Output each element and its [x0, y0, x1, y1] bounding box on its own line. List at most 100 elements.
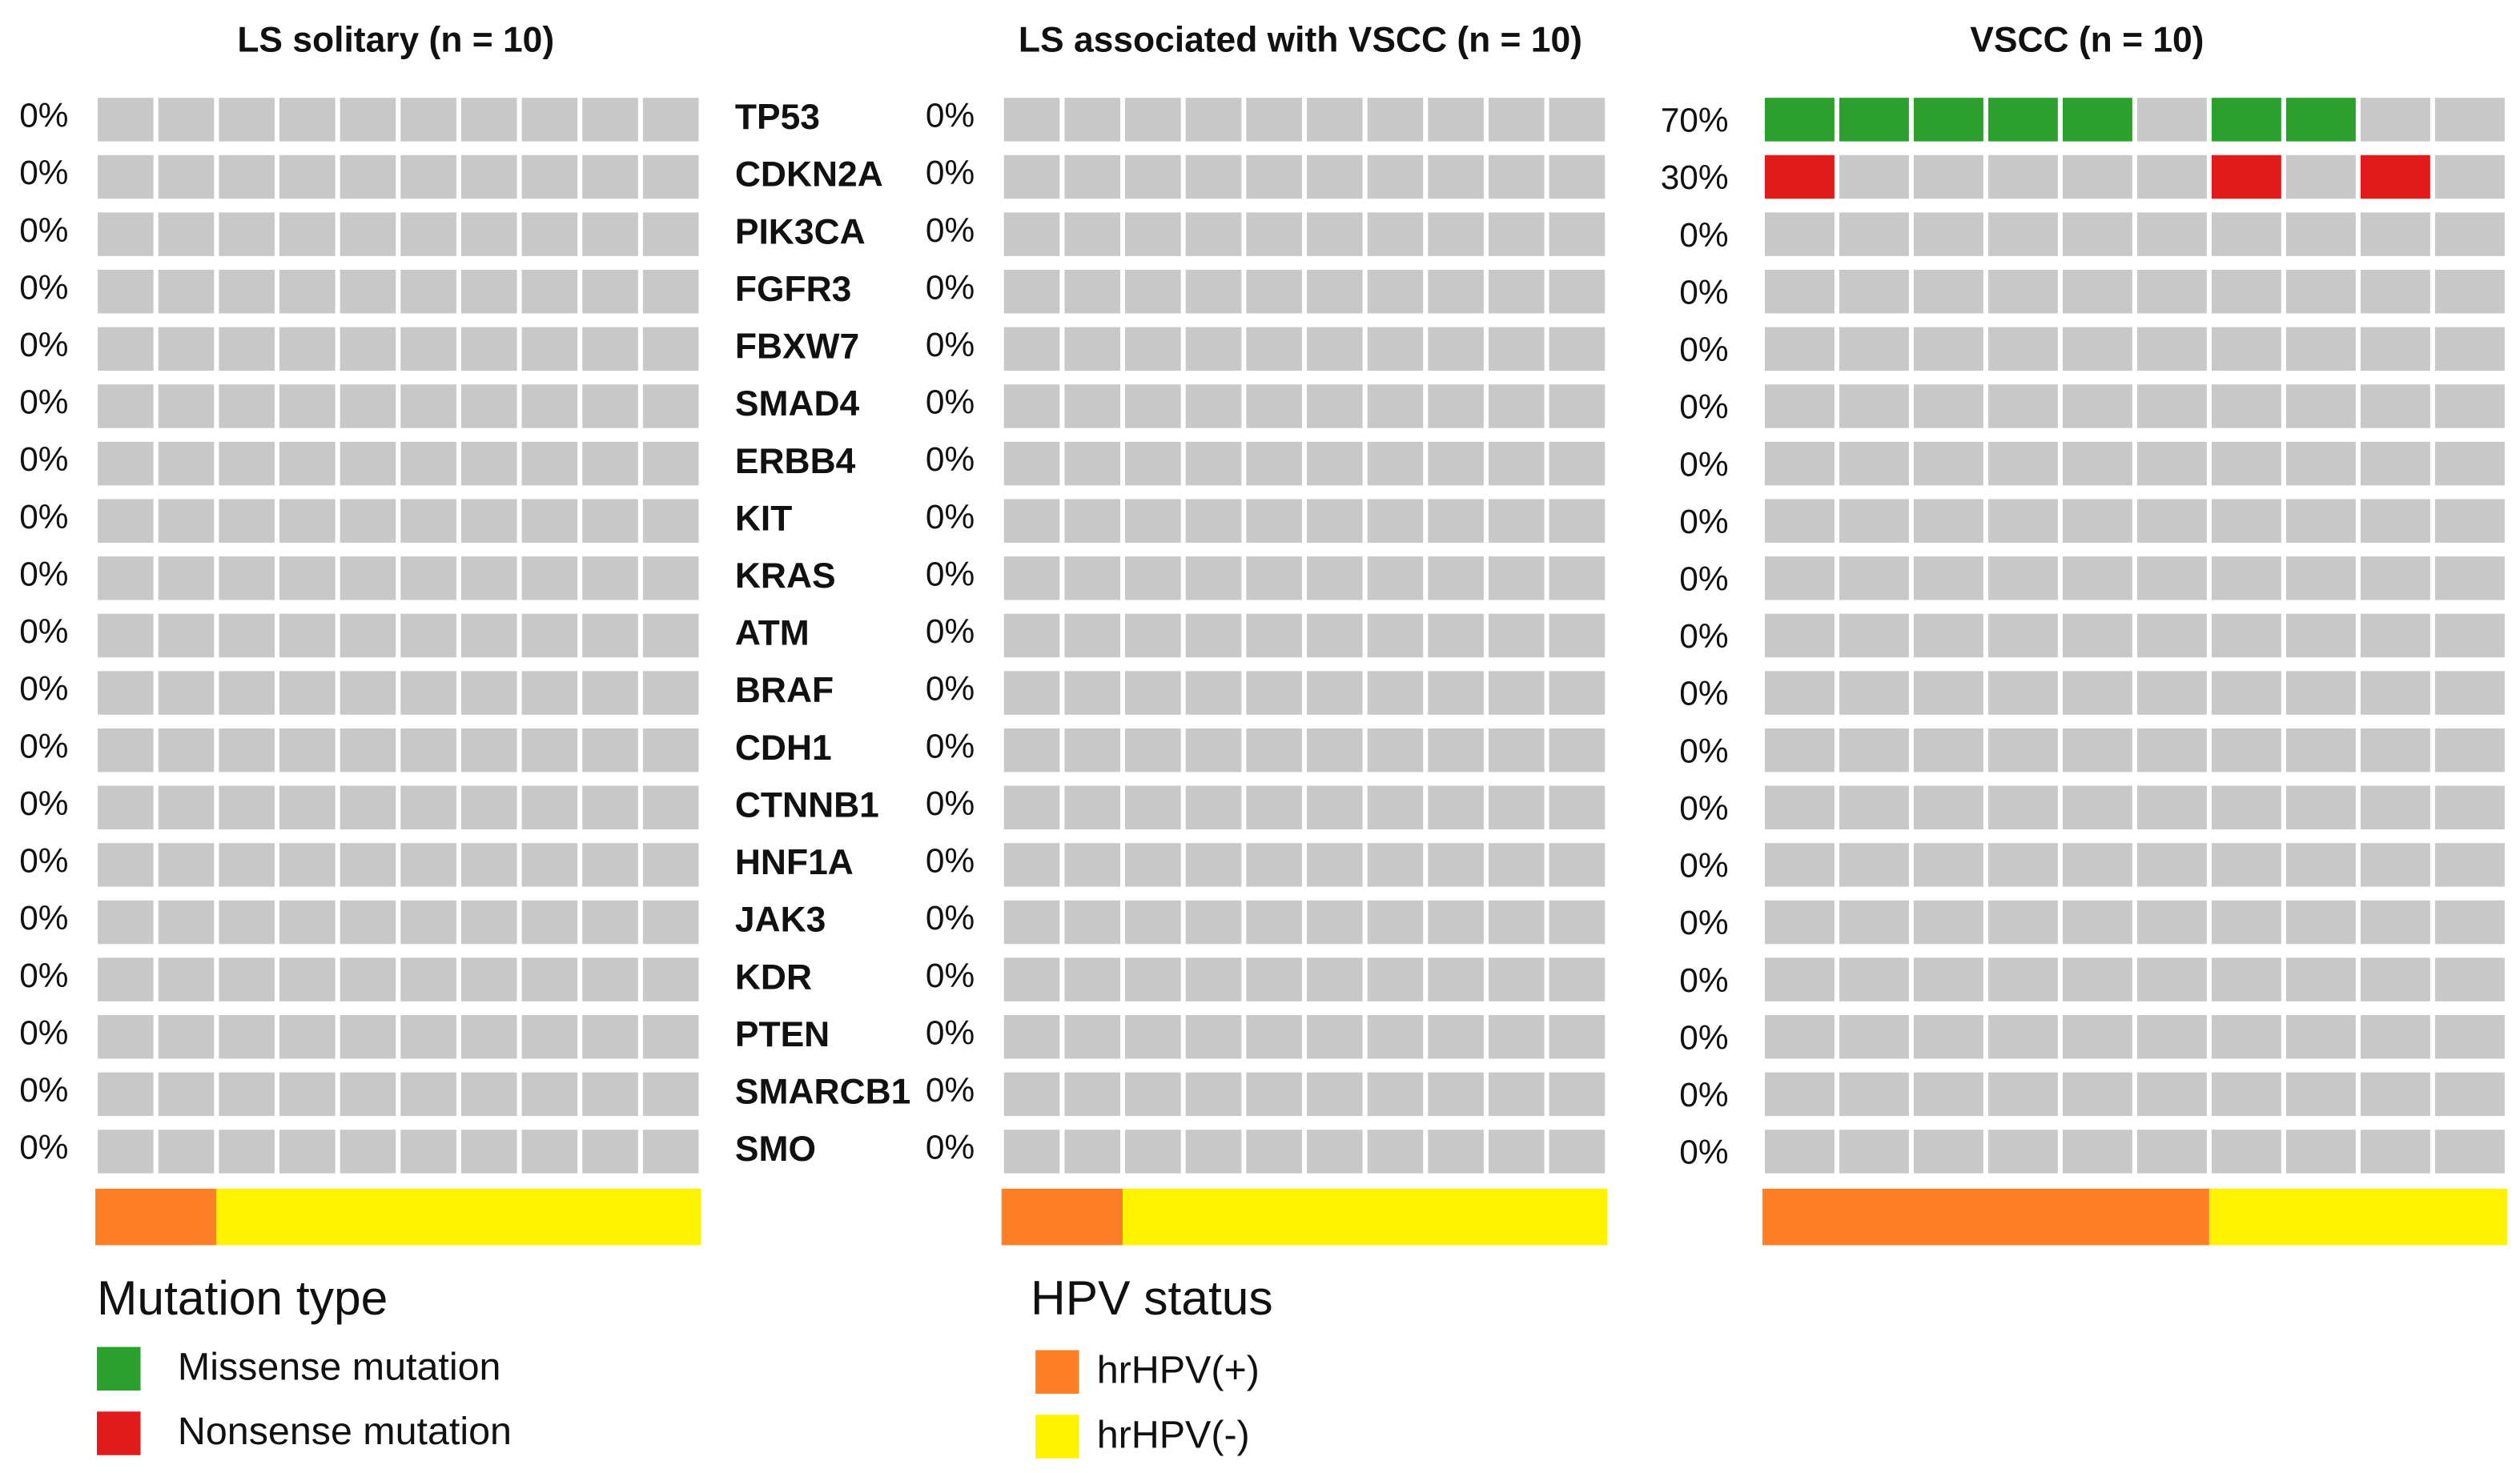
- mutation-cell: [521, 98, 578, 142]
- mutation-cell: [1549, 327, 1606, 371]
- mutation-cell: [2285, 556, 2356, 600]
- mutation-cell: [1185, 98, 1242, 142]
- percent-label: 0%: [19, 326, 68, 363]
- mutation-cell: [521, 785, 578, 829]
- gene-label: CTNNB1: [735, 785, 879, 825]
- mutation-cell: [1367, 98, 1424, 142]
- mutation-cell: [2211, 556, 2281, 600]
- mutation-cell: [1428, 1130, 1484, 1174]
- mutation-cell: [642, 1072, 699, 1117]
- mutation-cell: [279, 613, 336, 658]
- mutation-cell: [2360, 613, 2430, 658]
- mutation-cell: [219, 269, 275, 314]
- mutation-cell: [219, 900, 275, 945]
- mutation-cell: [2285, 728, 2356, 773]
- mutation-cell: [2434, 155, 2505, 199]
- mutation-cell: [2211, 384, 2281, 428]
- mutation-cell: [2062, 900, 2132, 945]
- mutation-cell: [1488, 728, 1545, 773]
- mutation-cell: [1549, 384, 1606, 428]
- mutation-cell: [279, 1014, 336, 1059]
- mutation-cell: [1764, 155, 1835, 199]
- gene-label: TP53: [735, 98, 820, 137]
- mutation-cell: [340, 613, 396, 658]
- mutation-cell: [2434, 900, 2505, 945]
- percent-label: 0%: [1679, 1076, 1728, 1114]
- percent-label: 0%: [19, 727, 68, 765]
- percent-label: 0%: [19, 612, 68, 650]
- mutation-cell: [1839, 1014, 1909, 1059]
- legend-title: HPV status: [1031, 1270, 1273, 1325]
- mutation-cell: [1549, 613, 1606, 658]
- mutation-cell: [1064, 728, 1121, 773]
- mutation-cell: [2434, 1130, 2505, 1174]
- mutation-cell: [460, 556, 517, 600]
- mutation-cell: [340, 499, 396, 543]
- percent-label: 0%: [926, 440, 975, 478]
- mutation-cell: [1367, 1130, 1424, 1174]
- percent-label: 0%: [1679, 732, 1728, 769]
- mutation-cell: [642, 843, 699, 887]
- mutation-cell: [2062, 441, 2132, 486]
- mutation-cell: [400, 327, 456, 371]
- mutation-cell: [1185, 957, 1242, 1001]
- mutation-cell: [1549, 843, 1606, 887]
- mutation-cell: [1246, 728, 1302, 773]
- mutation-cell: [1064, 327, 1121, 371]
- mutation-cell: [1367, 269, 1424, 314]
- mutation-cell: [1003, 843, 1060, 887]
- mutation-cell: [2062, 98, 2132, 142]
- percent-label: 0%: [1679, 273, 1728, 311]
- percent-label: 0%: [19, 899, 68, 937]
- percent-label: 0%: [926, 1129, 975, 1166]
- hpv-segment: [1123, 1188, 1608, 1246]
- mutation-cell: [2360, 499, 2430, 543]
- mutation-cell: [1764, 1014, 1835, 1059]
- mutation-cell: [582, 384, 638, 428]
- mutation-cell: [279, 785, 336, 829]
- mutation-cell: [2211, 327, 2281, 371]
- mutation-cell: [1064, 556, 1121, 600]
- mutation-cell: [279, 728, 336, 773]
- mutation-cell: [1064, 900, 1121, 945]
- mutation-cell: [642, 957, 699, 1001]
- mutation-cell: [1307, 671, 1363, 715]
- mutation-cell: [1307, 1130, 1363, 1174]
- mutation-cell: [2136, 671, 2207, 715]
- mutation-cell: [1987, 1130, 2058, 1174]
- gene-label: FBXW7: [735, 327, 859, 367]
- mutation-cell: [2136, 499, 2207, 543]
- mutation-cell: [2136, 441, 2207, 486]
- percent-label: 30%: [1661, 159, 1729, 196]
- mutation-cell: [1987, 556, 2058, 600]
- mutation-cell: [1185, 556, 1242, 600]
- mutation-cell: [98, 671, 154, 715]
- mutation-cell: [2211, 957, 2281, 1001]
- mutation-cell: [2434, 327, 2505, 371]
- mutation-cell: [219, 556, 275, 600]
- mutation-cell: [279, 556, 336, 600]
- hpv-segment: [216, 1188, 701, 1246]
- mutation-cell: [1428, 671, 1484, 715]
- mutation-cell: [1125, 98, 1181, 142]
- percent-label: 0%: [1679, 904, 1728, 941]
- mutation-cell: [582, 98, 638, 142]
- mutation-cell: [1246, 327, 1302, 371]
- mutation-cell: [1185, 269, 1242, 314]
- mutation-cell: [400, 384, 456, 428]
- mutation-cell: [1367, 957, 1424, 1001]
- legend-swatch: [97, 1347, 141, 1391]
- gene-label: BRAF: [735, 671, 834, 710]
- mutation-cell: [642, 728, 699, 773]
- mutation-cell: [1246, 384, 1302, 428]
- mutation-cell: [1839, 269, 1909, 314]
- mutation-cell: [642, 155, 699, 199]
- mutation-cell: [1367, 1014, 1424, 1059]
- mutation-cell: [1003, 1072, 1060, 1117]
- mutation-cell: [158, 98, 215, 142]
- mutation-cell: [1185, 1130, 1242, 1174]
- mutation-cell: [2360, 1130, 2430, 1174]
- percent-label: 0%: [19, 268, 68, 306]
- gene-label: ATM: [735, 614, 810, 653]
- mutation-cell: [2062, 499, 2132, 543]
